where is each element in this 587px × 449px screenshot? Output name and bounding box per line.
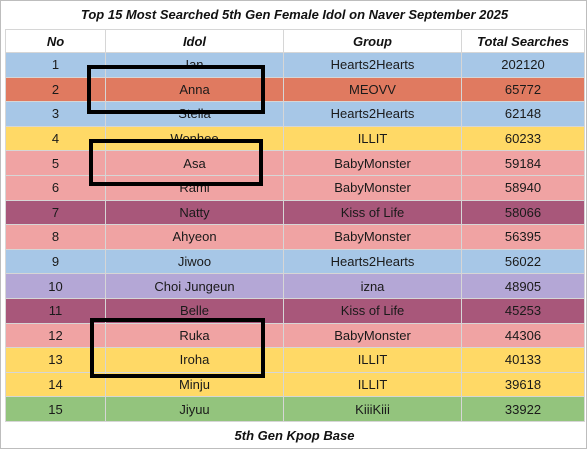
cell-idol: Jiwoo <box>105 248 284 275</box>
cell-total-searches: 58940 <box>461 174 585 201</box>
cell-group: izna <box>283 273 462 299</box>
table-row: 6 Rami BabyMonster 58940 <box>5 174 585 201</box>
table-row: 5 Asa BabyMonster 59184 <box>5 150 585 176</box>
cell-rank: 3 <box>5 101 106 127</box>
header-row: No Idol Group Total Searches <box>5 29 585 53</box>
table-row: 13 Iroha ILLIT 40133 <box>5 347 585 373</box>
table-row: 3 Stella Hearts2Hearts 62148 <box>5 101 585 127</box>
cell-group: Hearts2Hearts <box>283 101 462 127</box>
cell-idol: Ian <box>105 52 284 78</box>
cell-rank: 9 <box>5 248 106 275</box>
table-row: 9 Jiwoo Hearts2Hearts 56022 <box>5 248 585 275</box>
header-no: No <box>5 29 106 53</box>
cell-idol: Asa <box>105 150 284 176</box>
table-row: 8 Ahyeon BabyMonster 56395 <box>5 224 585 250</box>
table-row: 10 Choi Jungeun izna 48905 <box>5 273 585 299</box>
cell-group: ILLIT <box>283 125 462 152</box>
cell-group: Hearts2Hearts <box>283 52 462 78</box>
cell-idol: Wonhee <box>105 125 284 152</box>
cell-idol: Iroha <box>105 347 284 373</box>
cell-group: BabyMonster <box>283 150 462 176</box>
cell-rank: 5 <box>5 150 106 176</box>
cell-total-searches: 59184 <box>461 150 585 176</box>
cell-rank: 7 <box>5 199 106 226</box>
cell-total-searches: 44306 <box>461 322 585 349</box>
header-group: Group <box>283 29 462 53</box>
cell-rank: 8 <box>5 224 106 250</box>
table-footer: 5th Gen Kpop Base <box>234 428 355 443</box>
table-row: 14 Minju ILLIT 39618 <box>5 371 585 398</box>
cell-total-searches: 45253 <box>461 297 585 324</box>
ranking-table: No Idol Group Total Searches 1 Ian Hearts2… <box>5 29 585 422</box>
cell-group: Kiss of Life <box>283 297 462 324</box>
cell-idol: Anna <box>105 76 284 103</box>
cell-rank: 6 <box>5 174 106 201</box>
cell-group: BabyMonster <box>283 174 462 201</box>
cell-group: Hearts2Hearts <box>283 248 462 275</box>
cell-rank: 15 <box>5 396 106 422</box>
table-row: 11 Belle Kiss of Life 45253 <box>5 297 585 324</box>
cell-rank: 10 <box>5 273 106 299</box>
cell-rank: 13 <box>5 347 106 373</box>
cell-rank: 1 <box>5 52 106 78</box>
cell-rank: 12 <box>5 322 106 349</box>
table-row: 15 Jiyuu KiiiKiii 33922 <box>5 396 585 422</box>
cell-idol: Ahyeon <box>105 224 284 250</box>
cell-group: ILLIT <box>283 347 462 373</box>
cell-idol: Jiyuu <box>105 396 284 422</box>
cell-total-searches: 56022 <box>461 248 585 275</box>
table-row: 2 Anna MEOVV 65772 <box>5 76 585 103</box>
cell-total-searches: 48905 <box>461 273 585 299</box>
cell-idol: Minju <box>105 371 284 398</box>
cell-total-searches: 56395 <box>461 224 585 250</box>
cell-idol: Ruka <box>105 322 284 349</box>
table-row: 4 Wonhee ILLIT 60233 <box>5 125 585 152</box>
table-body: 1 Ian Hearts2Hearts 202120 2 Anna MEOVV 65772 3 S… <box>5 52 585 422</box>
cell-total-searches: 202120 <box>461 52 585 78</box>
cell-group: MEOVV <box>283 76 462 103</box>
cell-group: BabyMonster <box>283 322 462 349</box>
cell-rank: 2 <box>5 76 106 103</box>
cell-rank: 14 <box>5 371 106 398</box>
cell-total-searches: 60233 <box>461 125 585 152</box>
cell-total-searches: 39618 <box>461 371 585 398</box>
cell-total-searches: 62148 <box>461 101 585 127</box>
cell-idol: Belle <box>105 297 284 324</box>
table-title: Top 15 Most Searched 5th Gen Female Idol… <box>80 7 509 22</box>
cell-idol: Choi Jungeun <box>105 273 284 299</box>
cell-total-searches: 65772 <box>461 76 585 103</box>
cell-idol: Natty <box>105 199 284 226</box>
cell-rank: 11 <box>5 297 106 324</box>
cell-rank: 4 <box>5 125 106 152</box>
table-row: 7 Natty Kiss of Life 58066 <box>5 199 585 226</box>
cell-idol: Stella <box>105 101 284 127</box>
cell-group: ILLIT <box>283 371 462 398</box>
header-idol: Idol <box>105 29 284 53</box>
header-total-searches: Total Searches <box>461 29 585 53</box>
table-row: 1 Ian Hearts2Hearts 202120 <box>5 52 585 78</box>
cell-group: Kiss of Life <box>283 199 462 226</box>
cell-total-searches: 58066 <box>461 199 585 226</box>
cell-total-searches: 40133 <box>461 347 585 373</box>
cell-idol: Rami <box>105 174 284 201</box>
table-row: 12 Ruka BabyMonster 44306 <box>5 322 585 349</box>
cell-total-searches: 33922 <box>461 396 585 422</box>
cell-group: KiiiKiii <box>283 396 462 422</box>
cell-group: BabyMonster <box>283 224 462 250</box>
